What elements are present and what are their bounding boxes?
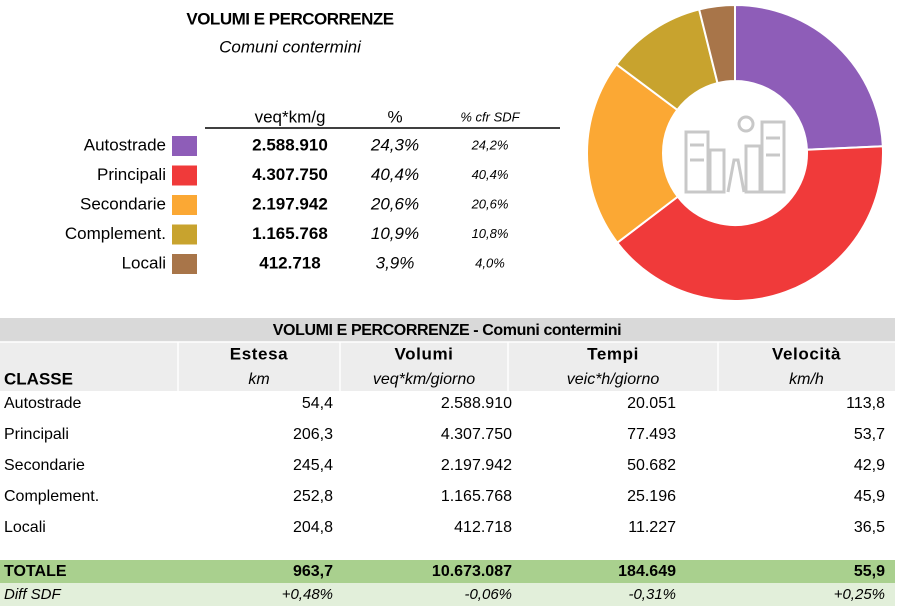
diff-row: [0, 583, 895, 606]
cell: 11.227: [628, 519, 676, 536]
column-header: Velocità: [772, 344, 841, 363]
column-header: % cfr SDF: [460, 109, 520, 124]
legend-swatch: [172, 165, 197, 186]
column-header: Tempi: [587, 344, 639, 363]
category-label: Secondarie: [80, 194, 166, 213]
summary-title: VOLUMI E PERCORRENZE: [186, 9, 393, 28]
class-label: CLASSE: [4, 369, 73, 388]
legend-swatch: [172, 195, 197, 215]
row-name: Principali: [4, 426, 69, 443]
donut: [586, 3, 884, 302]
cell: +0,25%: [834, 586, 885, 603]
column-header: veq*km/g: [255, 107, 326, 126]
cell: 36,5: [854, 519, 885, 536]
percent: 20,6%: [370, 194, 419, 213]
legend-swatch: [172, 224, 197, 245]
total-row: [0, 560, 895, 583]
cell: 2.197.942: [441, 457, 512, 474]
category-label: Principali: [97, 165, 166, 184]
column-header: Volumi: [394, 344, 453, 363]
legend-swatch: [172, 136, 197, 156]
cell: 412.718: [454, 519, 512, 536]
legend-swatch: [172, 254, 197, 274]
volume: 412.718: [259, 253, 320, 272]
volume: 2.588.910: [252, 135, 328, 154]
sdf-percent: 10,8%: [472, 226, 509, 241]
sdf-percent: 20,6%: [471, 196, 509, 211]
cell: +0,48%: [282, 586, 333, 603]
volume: 1.165.768: [252, 224, 328, 243]
row-name: TOTALE: [4, 563, 67, 580]
cell: 55,9: [854, 563, 885, 580]
row-name: Locali: [4, 519, 46, 536]
cell: 206,3: [293, 426, 333, 443]
main-table: VOLUMI E PERCORRENZE - Comuni contermini…: [0, 318, 895, 606]
cell: 54,4: [302, 395, 333, 412]
donut-slice: [615, 145, 884, 302]
cell: 42,9: [854, 457, 885, 474]
cell: -0,31%: [628, 586, 676, 603]
sdf-percent: 24,2%: [471, 137, 509, 152]
volume: 4.307.750: [252, 165, 328, 184]
cell: 1.165.768: [441, 488, 512, 505]
sdf-percent: 4,0%: [475, 255, 505, 270]
percent: 10,9%: [371, 224, 419, 243]
category-label: Autostrade: [84, 135, 166, 154]
row-name: Secondarie: [4, 457, 85, 474]
cell: 963,7: [293, 563, 333, 580]
title-row: [0, 318, 895, 342]
category-label: Locali: [122, 253, 166, 272]
cell: 204,8: [293, 519, 333, 536]
unit: km: [248, 371, 269, 388]
cell: 113,8: [846, 395, 885, 412]
donut-slice: [734, 3, 884, 151]
cell: 184.649: [618, 563, 676, 580]
percent: 3,9%: [376, 253, 415, 272]
cell: 25.196: [627, 488, 676, 505]
cell: 50.682: [627, 457, 676, 474]
column-header: %: [387, 107, 402, 126]
table-title: VOLUMI E PERCORRENZE - Comuni contermini: [273, 322, 621, 339]
row-name: Complement.: [4, 488, 99, 505]
header-band: [0, 342, 895, 391]
cell: 20.051: [627, 395, 676, 412]
percent: 24,3%: [370, 135, 419, 154]
center-icon: [684, 115, 786, 194]
cell: 45,9: [854, 488, 885, 505]
row-name: Autostrade: [4, 395, 81, 412]
summary-subtitle: Comuni contermini: [219, 37, 362, 56]
category-label: Complement.: [65, 224, 166, 243]
donut-slice: [697, 3, 736, 85]
donut-slice: [586, 62, 680, 245]
volume: 2.197.942: [252, 194, 328, 213]
cell: 252,8: [293, 488, 333, 505]
percent: 40,4%: [371, 165, 419, 184]
unit: veic*h/giorno: [567, 371, 660, 388]
cell: 10.673.087: [432, 563, 512, 580]
unit: veq*km/giorno: [373, 371, 475, 388]
cell: 4.307.750: [441, 426, 512, 443]
cell: -0,06%: [464, 586, 512, 603]
cell: 2.588.910: [441, 395, 512, 412]
unit: km/h: [789, 371, 824, 388]
sdf-percent: 40,4%: [472, 167, 509, 182]
cell: 77.493: [627, 426, 676, 443]
row-name: Diff SDF: [4, 586, 62, 603]
cell: 53,7: [854, 426, 885, 443]
cell: 245,4: [293, 457, 333, 474]
column-header: Estesa: [230, 344, 288, 363]
